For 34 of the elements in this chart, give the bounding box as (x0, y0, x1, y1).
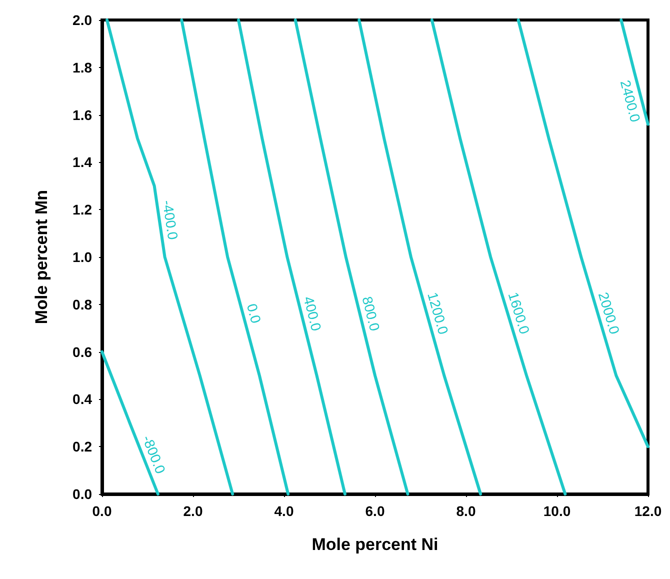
text: 0.0 (244, 302, 264, 326)
text: 1600.0 (505, 290, 533, 336)
text: 400.0 (300, 294, 325, 333)
y-tick-label: 1.4 (72, 154, 92, 170)
x-tick-label: 0.0 (92, 503, 112, 519)
y-tick-label: 0.2 (72, 438, 92, 455)
x-tick-label: 2.0 (183, 503, 203, 519)
x-tick-label: 12.0 (634, 503, 662, 519)
text: -800.0 (139, 432, 169, 476)
text: 800.0 (359, 294, 384, 333)
y-tick-label: 1.6 (72, 106, 92, 123)
x-tick-label: 4.0 (274, 503, 294, 519)
line-series (180, 18, 290, 496)
y-tick-label: 0.4 (72, 391, 92, 408)
x-tick-label: 10.0 (543, 503, 571, 519)
y-axis-title: Mole percent Mn (32, 190, 51, 324)
y-tick-label: 1.0 (72, 249, 92, 265)
x-axis-title: Mole percent Ni (312, 535, 438, 554)
y-tick-label: 1.2 (72, 202, 92, 218)
y-tick-label: 0.6 (72, 344, 92, 360)
text: 2000.0 (595, 290, 623, 336)
y-tick-label: 2.0 (72, 12, 92, 28)
x-tick-label: 8.0 (456, 503, 476, 519)
y-tick-label: 1.8 (72, 59, 92, 76)
text: -400.0 (160, 199, 182, 241)
line-series (237, 18, 346, 496)
y-tick-label: 0.8 (72, 296, 92, 312)
text: 2400.0 (617, 78, 644, 124)
line-series (106, 18, 234, 496)
x-tick-label: 6.0 (365, 503, 385, 519)
text: 1200.0 (424, 290, 452, 336)
y-tick-label: 0.0 (72, 486, 92, 502)
line-series (294, 18, 410, 496)
line-series (358, 18, 482, 496)
